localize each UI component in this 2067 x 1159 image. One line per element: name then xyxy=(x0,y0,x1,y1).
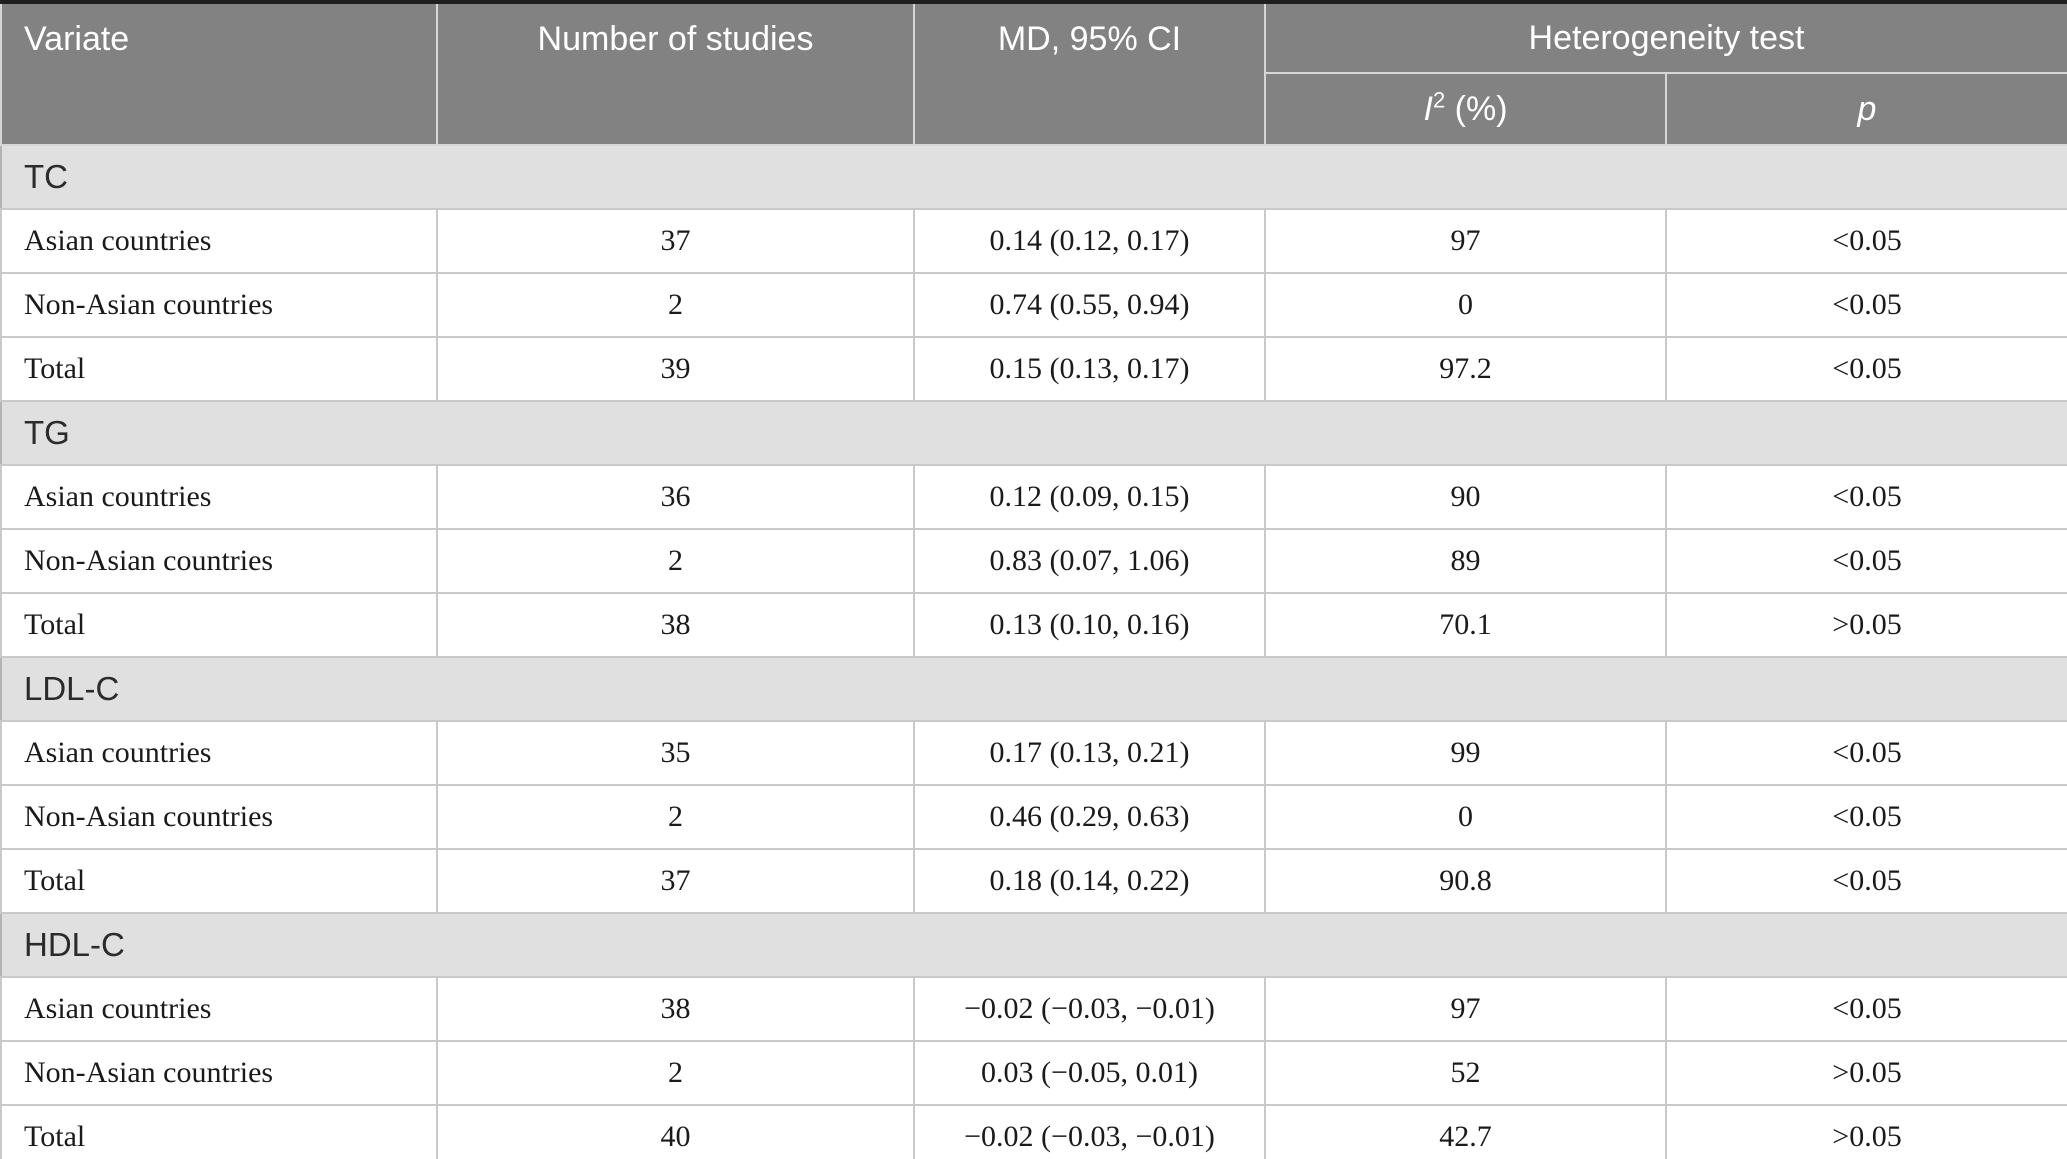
table-row: Asian countries 38 −0.02 (−0.03, −0.01) … xyxy=(0,976,2067,1042)
cell-p: <0.05 xyxy=(1665,272,2067,338)
cell-i2: 0 xyxy=(1264,784,1667,850)
col-header-p: p xyxy=(1665,72,2067,146)
cell-i2: 90.8 xyxy=(1264,848,1667,914)
cell-p: <0.05 xyxy=(1665,976,2067,1042)
table-row: Non-Asian countries 2 0.03 (−0.05, 0.01)… xyxy=(0,1040,2067,1106)
cell-i2: 97 xyxy=(1264,976,1667,1042)
table-body: TC Asian countries 37 0.14 (0.12, 0.17) … xyxy=(0,144,2067,1159)
cell-md-ci: 0.17 (0.13, 0.21) xyxy=(913,720,1266,786)
cell-md-ci: 0.46 (0.29, 0.63) xyxy=(913,784,1266,850)
cell-variate: Asian countries xyxy=(0,720,438,786)
cell-i2: 52 xyxy=(1264,1040,1667,1106)
cell-md-ci: 0.12 (0.09, 0.15) xyxy=(913,464,1266,530)
cell-p: >0.05 xyxy=(1665,592,2067,658)
cell-p: <0.05 xyxy=(1665,336,2067,402)
cell-studies: 2 xyxy=(436,1040,915,1106)
cell-studies: 2 xyxy=(436,528,915,594)
cell-md-ci: −0.02 (−0.03, −0.01) xyxy=(913,976,1266,1042)
col-header-i2: I2 (%) xyxy=(1264,72,1667,146)
cell-variate: Total xyxy=(0,592,438,658)
header-row-main: Variate Number of studies MD, 95% CI Het… xyxy=(0,1,2067,146)
cell-studies: 35 xyxy=(436,720,915,786)
cell-variate: Asian countries xyxy=(0,464,438,530)
i2-unit: (%) xyxy=(1445,89,1508,128)
cell-p: <0.05 xyxy=(1665,464,2067,530)
cell-studies: 37 xyxy=(436,848,915,914)
header-row-sub: I2 (%) p xyxy=(1,72,2067,146)
cell-studies: 40 xyxy=(436,1104,915,1159)
cell-md-ci: 0.74 (0.55, 0.94) xyxy=(913,272,1266,338)
section-row-tc: TC xyxy=(1,144,2067,210)
cell-p: <0.05 xyxy=(1665,528,2067,594)
cell-studies: 39 xyxy=(436,336,915,402)
table-row: Total 39 0.15 (0.13, 0.17) 97.2 <0.05 xyxy=(0,336,2067,402)
cell-studies: 36 xyxy=(436,464,915,530)
table-row: Non-Asian countries 2 0.83 (0.07, 1.06) … xyxy=(0,528,2067,594)
cell-p: >0.05 xyxy=(1665,1104,2067,1159)
section-row-hdl-c: HDL-C xyxy=(1,912,2067,978)
cell-md-ci: 0.14 (0.12, 0.17) xyxy=(913,208,1266,274)
cell-i2: 97.2 xyxy=(1264,336,1667,402)
cell-studies: 2 xyxy=(436,784,915,850)
table-header: Variate Number of studies MD, 95% CI Het… xyxy=(0,1,2067,146)
cell-i2: 0 xyxy=(1264,272,1667,338)
cell-md-ci: −0.02 (−0.03, −0.01) xyxy=(913,1104,1266,1159)
cell-variate: Non-Asian countries xyxy=(0,528,438,594)
table-row: Asian countries 35 0.17 (0.13, 0.21) 99 … xyxy=(0,720,2067,786)
cell-variate: Total xyxy=(0,1104,438,1159)
cell-variate: Non-Asian countries xyxy=(0,1040,438,1106)
col-header-variate: Variate xyxy=(0,1,438,146)
cell-variate: Asian countries xyxy=(0,208,438,274)
cell-i2: 42.7 xyxy=(1264,1104,1667,1159)
section-label: HDL-C xyxy=(1,912,2067,978)
cell-p: <0.05 xyxy=(1665,208,2067,274)
cell-studies: 38 xyxy=(436,592,915,658)
table-row: Total 37 0.18 (0.14, 0.22) 90.8 <0.05 xyxy=(0,848,2067,914)
cell-studies: 2 xyxy=(436,272,915,338)
section-row-ldl-c: LDL-C xyxy=(1,656,2067,722)
cell-variate: Asian countries xyxy=(0,976,438,1042)
section-row-tg: TG xyxy=(1,400,2067,466)
cell-p: <0.05 xyxy=(1665,784,2067,850)
cell-i2: 90 xyxy=(1264,464,1667,530)
cell-studies: 38 xyxy=(436,976,915,1042)
cell-variate: Non-Asian countries xyxy=(0,272,438,338)
col-header-number-of-studies: Number of studies xyxy=(436,1,915,146)
cell-variate: Total xyxy=(0,848,438,914)
table-row: Total 38 0.13 (0.10, 0.16) 70.1 >0.05 xyxy=(0,592,2067,658)
table-row: Total 40 −0.02 (−0.03, −0.01) 42.7 >0.05 xyxy=(0,1104,2067,1159)
cell-md-ci: 0.13 (0.10, 0.16) xyxy=(913,592,1266,658)
col-header-md-ci: MD, 95% CI xyxy=(913,1,1266,146)
section-label: TC xyxy=(1,144,2067,210)
i2-symbol: I xyxy=(1423,89,1433,128)
cell-variate: Total xyxy=(0,336,438,402)
cell-i2: 70.1 xyxy=(1264,592,1667,658)
section-label: TG xyxy=(1,400,2067,466)
cell-md-ci: 0.18 (0.14, 0.22) xyxy=(913,848,1266,914)
table-row: Non-Asian countries 2 0.74 (0.55, 0.94) … xyxy=(0,272,2067,338)
cell-studies: 37 xyxy=(436,208,915,274)
cell-i2: 97 xyxy=(1264,208,1667,274)
table-row: Asian countries 36 0.12 (0.09, 0.15) 90 … xyxy=(0,464,2067,530)
cell-p: >0.05 xyxy=(1665,1040,2067,1106)
cell-variate: Non-Asian countries xyxy=(0,784,438,850)
cell-md-ci: 0.83 (0.07, 1.06) xyxy=(913,528,1266,594)
section-label: LDL-C xyxy=(1,656,2067,722)
i2-superscript: 2 xyxy=(1432,87,1446,113)
col-header-heterogeneity-test: Heterogeneity test xyxy=(1264,1,2067,74)
cell-p: <0.05 xyxy=(1665,848,2067,914)
table-row: Asian countries 37 0.14 (0.12, 0.17) 97 … xyxy=(0,208,2067,274)
table-row: Non-Asian countries 2 0.46 (0.29, 0.63) … xyxy=(0,784,2067,850)
cell-md-ci: 0.15 (0.13, 0.17) xyxy=(913,336,1266,402)
cell-p: <0.05 xyxy=(1665,720,2067,786)
cell-i2: 89 xyxy=(1264,528,1667,594)
cell-i2: 99 xyxy=(1264,720,1667,786)
cell-md-ci: 0.03 (−0.05, 0.01) xyxy=(913,1040,1266,1106)
